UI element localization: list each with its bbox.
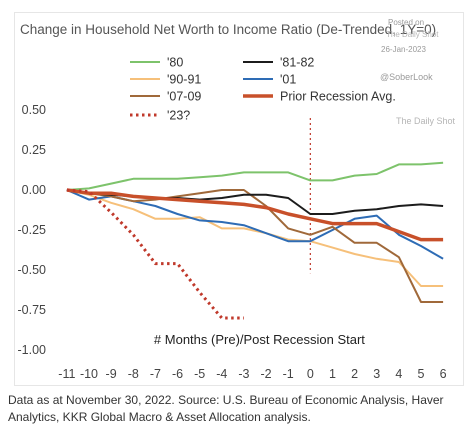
x-tick-label: -9 [106, 367, 117, 381]
watermark-date: 26-Jan-2023 [381, 45, 426, 54]
y-tick-label: -0.25 [18, 223, 47, 237]
x-tick-label: 2 [351, 367, 358, 381]
chart-title: Change in Household Net Worth to Income … [20, 22, 437, 37]
x-tick-label: -10 [80, 367, 98, 381]
x-tick-label: -2 [261, 367, 272, 381]
x-tick-label: 0 [307, 367, 314, 381]
source-note: Data as at November 30, 2022. Source: U.… [8, 393, 444, 424]
y-tick-label: 0.25 [22, 143, 46, 157]
legend-label: '90-91 [167, 73, 201, 87]
x-tick-label: 3 [373, 367, 380, 381]
series-line-6 [66, 188, 244, 320]
watermark-posted-on: Posted on [388, 18, 425, 27]
x-tick-label: 5 [418, 367, 425, 381]
y-tick-label: -0.50 [18, 263, 47, 277]
x-tick-label: 4 [395, 367, 402, 381]
x-tick-label: -6 [172, 367, 183, 381]
x-tick-label: -7 [150, 367, 161, 381]
series-line-0 [66, 161, 444, 191]
legend-label: '23? [167, 109, 190, 123]
y-tick-label: -0.75 [18, 303, 47, 317]
watermark-site-overlay: The Daily Shot [396, 116, 456, 126]
legend-label: '80 [167, 56, 183, 70]
legend-label: '01 [280, 73, 296, 87]
legend-label: '81-82 [280, 56, 314, 70]
watermark-handle: @SoberLook [380, 72, 433, 82]
x-tick-label: -3 [238, 367, 249, 381]
series-line-2 [66, 189, 444, 287]
x-tick-label: -8 [128, 367, 139, 381]
y-tick-label: -1.00 [18, 343, 47, 357]
x-tick-label: -1 [283, 367, 294, 381]
x-axis-label: # Months (Pre)/Post Recession Start [154, 332, 365, 347]
series-line-4 [66, 189, 444, 303]
legend-label: Prior Recession Avg. [280, 90, 396, 104]
x-tick-label: -11 [58, 367, 75, 381]
x-tick-label: -5 [194, 367, 205, 381]
x-tick-label: -4 [216, 367, 227, 381]
x-tick-label: 6 [440, 367, 447, 381]
y-tick-label: 0.50 [22, 103, 46, 117]
y-tick-label: 0.00 [22, 183, 46, 197]
watermark-site: The Daily Shot [386, 30, 439, 39]
legend-label: '07-09 [167, 90, 201, 104]
series-line-5 [66, 188, 444, 242]
x-tick-label: 1 [329, 367, 336, 381]
